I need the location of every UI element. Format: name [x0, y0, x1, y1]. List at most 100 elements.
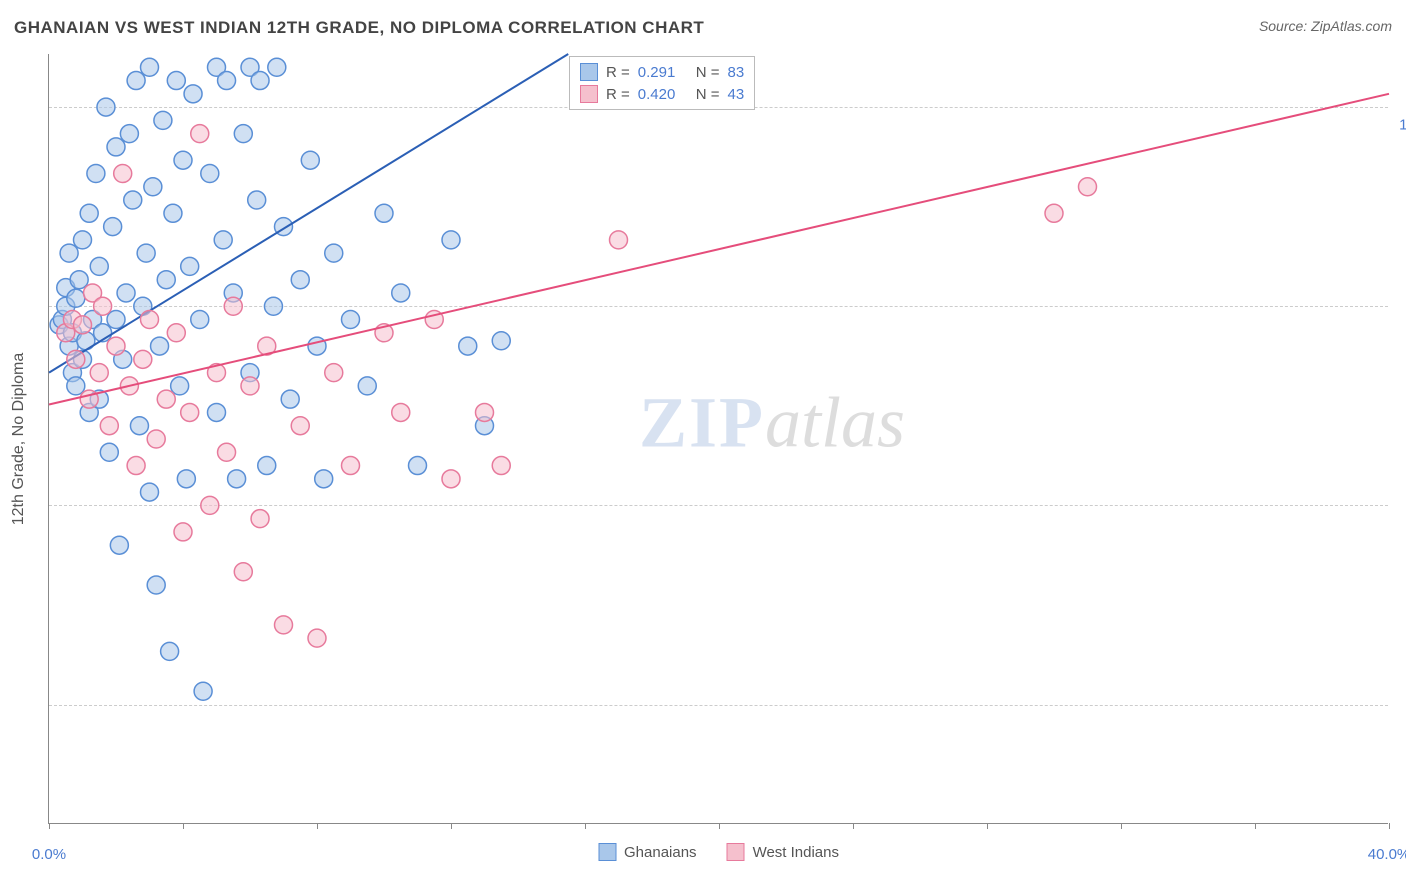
scatter-point	[325, 244, 343, 262]
scatter-point	[214, 231, 232, 249]
scatter-point	[281, 390, 299, 408]
scatter-point	[124, 191, 142, 209]
scatter-point	[201, 496, 219, 514]
scatter-point	[181, 257, 199, 275]
scatter-point	[248, 191, 266, 209]
scatter-point	[308, 629, 326, 647]
x-tick-label: 40.0%	[1368, 846, 1406, 863]
x-tick	[451, 823, 452, 829]
scatter-point	[241, 377, 259, 395]
scatter-point	[90, 364, 108, 382]
scatter-chart	[49, 54, 1388, 823]
y-tick-label: 77.5%	[1394, 714, 1406, 731]
stat-r-label: R =	[606, 86, 630, 103]
scatter-point	[97, 98, 115, 116]
scatter-point	[291, 417, 309, 435]
legend-label: Ghanaians	[624, 844, 697, 861]
x-tick	[1389, 823, 1390, 829]
scatter-point	[358, 377, 376, 395]
y-axis-title: 12th Grade, No Diploma	[10, 352, 28, 525]
stats-row-westindians: R = 0.420 N = 43	[580, 83, 744, 105]
scatter-point	[264, 297, 282, 315]
x-tick	[317, 823, 318, 829]
scatter-point	[184, 85, 202, 103]
scatter-point	[476, 403, 494, 421]
scatter-point	[177, 470, 195, 488]
source-label: Source: ZipAtlas.com	[1259, 18, 1392, 34]
scatter-point	[100, 417, 118, 435]
stat-n-label: N =	[696, 64, 720, 81]
scatter-point	[191, 125, 209, 143]
scatter-point	[127, 72, 145, 90]
chart-title: GHANAIAN VS WEST INDIAN 12TH GRADE, NO D…	[14, 18, 704, 38]
scatter-point	[301, 151, 319, 169]
scatter-point	[224, 297, 242, 315]
scatter-point	[442, 470, 460, 488]
x-tick	[585, 823, 586, 829]
plot-area: 12th Grade, No Diploma 77.5%85.0%92.5%10…	[48, 54, 1388, 824]
scatter-point	[67, 289, 85, 307]
scatter-point	[234, 125, 252, 143]
scatter-point	[194, 682, 212, 700]
trend-line	[49, 54, 568, 373]
scatter-point	[87, 164, 105, 182]
scatter-point	[342, 311, 360, 329]
scatter-point	[114, 164, 132, 182]
scatter-point	[74, 231, 92, 249]
scatter-point	[107, 311, 125, 329]
x-tick	[987, 823, 988, 829]
x-tick	[49, 823, 50, 829]
scatter-point	[147, 576, 165, 594]
scatter-point	[164, 204, 182, 222]
scatter-point	[147, 430, 165, 448]
scatter-point	[144, 178, 162, 196]
scatter-point	[67, 377, 85, 395]
swatch-westindians	[580, 85, 598, 103]
scatter-point	[120, 125, 138, 143]
stat-r-label: R =	[606, 64, 630, 81]
scatter-point	[392, 284, 410, 302]
scatter-point	[1045, 204, 1063, 222]
y-tick-label: 92.5%	[1394, 316, 1406, 333]
bottom-legend: Ghanaians West Indians	[598, 843, 839, 861]
scatter-point	[117, 284, 135, 302]
scatter-point	[218, 443, 236, 461]
scatter-point	[375, 204, 393, 222]
scatter-point	[70, 271, 88, 289]
scatter-point	[218, 72, 236, 90]
scatter-point	[67, 350, 85, 368]
stat-r-value: 0.291	[638, 64, 688, 81]
scatter-point	[258, 457, 276, 475]
legend-item-ghanaians: Ghanaians	[598, 843, 697, 861]
scatter-point	[251, 510, 269, 528]
stat-n-value: 43	[728, 86, 745, 103]
scatter-point	[492, 332, 510, 350]
scatter-point	[459, 337, 477, 355]
x-tick-label: 0.0%	[32, 846, 66, 863]
scatter-point	[141, 483, 159, 501]
scatter-point	[1079, 178, 1097, 196]
scatter-point	[141, 58, 159, 76]
scatter-point	[137, 244, 155, 262]
stat-n-value: 83	[728, 64, 745, 81]
scatter-point	[251, 72, 269, 90]
y-tick-label: 85.0%	[1394, 515, 1406, 532]
x-tick	[183, 823, 184, 829]
scatter-point	[291, 271, 309, 289]
scatter-point	[127, 457, 145, 475]
scatter-point	[161, 642, 179, 660]
scatter-point	[409, 457, 427, 475]
scatter-point	[228, 470, 246, 488]
legend-swatch-westindians	[727, 843, 745, 861]
x-tick	[719, 823, 720, 829]
scatter-point	[181, 403, 199, 421]
scatter-point	[315, 470, 333, 488]
scatter-point	[130, 417, 148, 435]
scatter-point	[234, 563, 252, 581]
stat-n-label: N =	[696, 86, 720, 103]
scatter-point	[442, 231, 460, 249]
stats-box: R = 0.291 N = 83 R = 0.420 N = 43	[569, 56, 755, 110]
scatter-point	[90, 257, 108, 275]
scatter-point	[134, 350, 152, 368]
x-tick	[1121, 823, 1122, 829]
